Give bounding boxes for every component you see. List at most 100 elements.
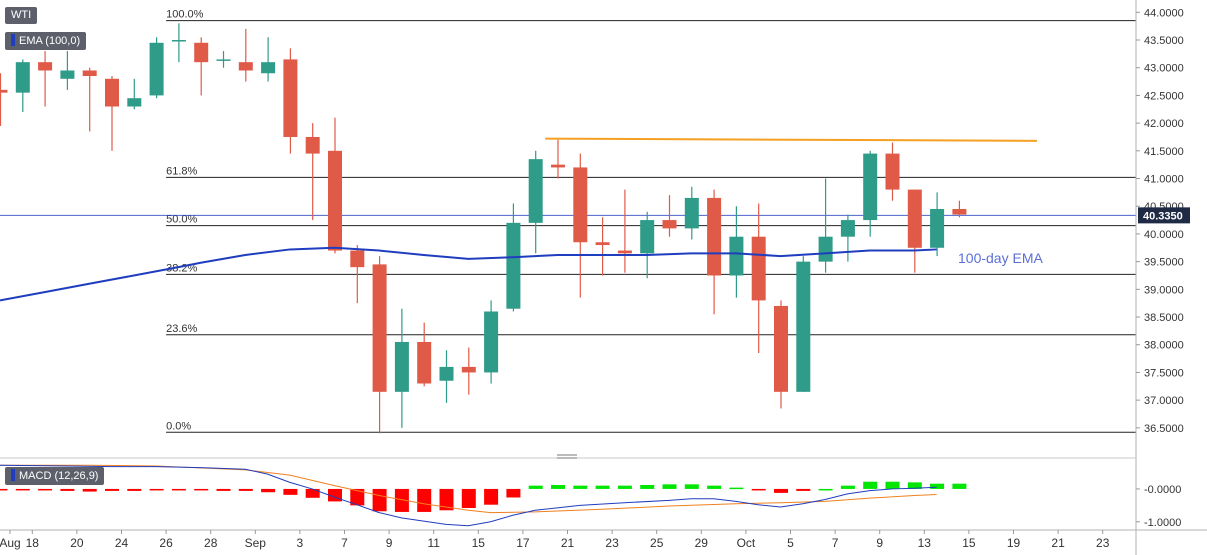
x-tick-label: 7 xyxy=(341,536,348,550)
macd-histogram-bar xyxy=(729,487,744,490)
candle xyxy=(707,189,722,315)
macd-histogram-bar xyxy=(38,488,53,491)
x-tick-label: Sep xyxy=(245,536,267,550)
candle xyxy=(439,350,454,403)
macd-histogram-bar xyxy=(863,481,878,489)
candle xyxy=(305,123,320,221)
x-tick-label: 15 xyxy=(962,536,976,550)
macd-histogram-bar xyxy=(261,488,276,493)
macd-histogram-bar xyxy=(127,488,142,491)
macd-legend-badge[interactable]: MACD (12,26,9) xyxy=(5,467,105,485)
candle xyxy=(551,139,565,179)
macd-histogram-bar xyxy=(372,488,387,512)
x-tick-label: 17 xyxy=(516,536,530,550)
candle xyxy=(283,48,298,154)
candle xyxy=(328,117,342,254)
candle xyxy=(194,37,209,96)
candle xyxy=(38,51,53,107)
candle xyxy=(0,73,8,126)
candle-body xyxy=(707,197,722,276)
candle-body xyxy=(840,220,855,237)
candle xyxy=(640,211,655,279)
x-tick-label: Oct xyxy=(737,536,756,550)
candle-body xyxy=(105,78,119,107)
y-tick-label: 39.5000 xyxy=(1144,257,1184,269)
candle-body xyxy=(149,42,164,96)
macd-panel[interactable] xyxy=(0,464,967,527)
candle xyxy=(82,67,97,132)
candle-body xyxy=(238,62,253,71)
x-tick-label: 7 xyxy=(832,536,839,550)
x-tick-label: 18 xyxy=(26,536,40,550)
candle-body xyxy=(774,305,788,392)
candle xyxy=(216,51,231,68)
x-tick-label: 21 xyxy=(561,536,575,550)
x-tick-label: 23 xyxy=(605,536,619,550)
ema-legend-badge[interactable]: EMA (100,0) xyxy=(5,32,87,50)
candle-body xyxy=(818,236,833,262)
fib-level-label: 50.0% xyxy=(166,214,197,226)
fib-level-label: 0.0% xyxy=(166,420,191,432)
macd-histogram-bar xyxy=(105,488,119,491)
candle xyxy=(840,214,855,262)
candle-body xyxy=(372,264,387,392)
candle-body xyxy=(283,59,298,137)
candle-body xyxy=(662,220,677,229)
macd-histogram-bar xyxy=(194,488,209,491)
price-panel[interactable]: 100.0%61.8%50.0%38.2%23.6%0.0%100-day EM… xyxy=(0,9,1136,434)
y-tick-label: 38.5000 xyxy=(1144,312,1184,324)
candle-body xyxy=(38,62,53,71)
y-tick-label: 44.0000 xyxy=(1144,7,1184,19)
candle-body xyxy=(796,261,811,392)
macd-histogram-bar xyxy=(796,488,811,491)
candle-body xyxy=(216,59,231,61)
candle-body xyxy=(617,250,632,254)
candle-body xyxy=(171,40,186,42)
x-tick-label: 9 xyxy=(876,536,883,550)
candle-body xyxy=(305,136,320,154)
candle-body xyxy=(551,164,565,168)
candle-body xyxy=(930,208,945,248)
candle-body xyxy=(640,220,655,254)
symbol-label: WTI xyxy=(11,9,32,21)
macd-histogram-bar xyxy=(461,488,476,508)
ema-swatch xyxy=(11,34,15,46)
macd-histogram-bar xyxy=(907,482,922,489)
macd-histogram-bar xyxy=(528,485,543,489)
macd-y-tick-label: -1.0000 xyxy=(1144,517,1181,529)
macd-histogram-bar xyxy=(0,488,8,491)
macd-histogram-bar xyxy=(149,488,164,491)
ema-legend-label: EMA (100,0) xyxy=(19,35,81,47)
candle-body xyxy=(595,242,610,246)
candle-body xyxy=(394,341,409,392)
macd-histogram-bar xyxy=(818,488,833,491)
x-tick-label: 3 xyxy=(297,536,304,550)
candle-body xyxy=(528,159,543,223)
x-tick-label: 26 xyxy=(159,536,173,550)
candle xyxy=(261,37,276,82)
symbol-badge[interactable]: WTI xyxy=(5,7,38,24)
price-tag-box xyxy=(1138,207,1190,224)
candle xyxy=(774,300,788,409)
candle xyxy=(751,203,766,354)
candle xyxy=(238,28,253,82)
candle xyxy=(818,178,833,273)
candle-body xyxy=(328,150,342,251)
candle-body xyxy=(863,153,878,221)
ema-annotation: 100-day EMA xyxy=(958,250,1043,266)
ema-line xyxy=(0,246,937,302)
candle xyxy=(461,347,476,395)
macd-histogram-bar xyxy=(640,484,655,489)
x-tick-label: 15 xyxy=(472,536,486,550)
candle xyxy=(105,76,119,151)
macd-histogram-bar xyxy=(305,488,320,498)
macd-histogram-bar xyxy=(952,483,967,489)
macd-histogram-bar xyxy=(707,485,722,489)
y-tick-label: 41.5000 xyxy=(1144,146,1184,158)
macd-histogram-bar xyxy=(394,488,409,512)
candle xyxy=(171,23,186,63)
macd-histogram-bar xyxy=(350,488,365,506)
x-tick-label: Aug xyxy=(0,536,21,550)
candle xyxy=(484,300,499,384)
